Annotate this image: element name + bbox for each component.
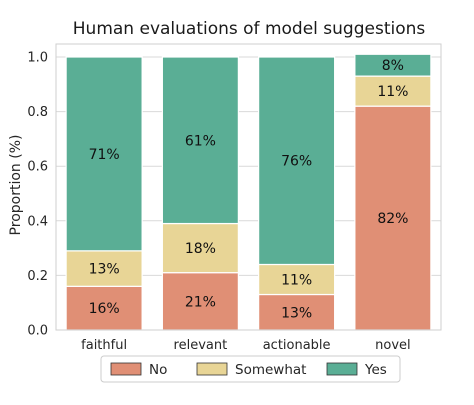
data-label: 11% xyxy=(377,84,408,100)
legend-swatch-no xyxy=(110,362,142,376)
data-label: 13% xyxy=(281,305,312,321)
legend-box xyxy=(100,355,401,383)
data-label: 76% xyxy=(281,154,312,170)
bar-somewhat-faithful xyxy=(65,250,143,287)
y-tick-label: 0.0 xyxy=(27,324,48,339)
y-axis-label: Proportion (%) xyxy=(8,135,24,236)
y-tick-label: 0.4 xyxy=(27,214,48,229)
bar-no-actionable xyxy=(258,293,336,331)
bar-somewhat-relevant xyxy=(161,222,239,274)
data-label: 11% xyxy=(281,272,312,288)
bar-yes-novel xyxy=(354,53,432,77)
bar-no-novel xyxy=(354,105,432,331)
chart-title: Human evaluations of model suggestions xyxy=(73,19,426,39)
legend-label-yes: Yes xyxy=(364,362,387,378)
y-tick-label: 0.6 xyxy=(27,160,48,175)
bar-yes-relevant xyxy=(161,56,239,225)
legend-swatch-somewhat xyxy=(196,362,228,376)
x-tick-label: actionable xyxy=(263,338,331,353)
legend: No Somewhat Yes xyxy=(100,355,401,383)
bar-somewhat-novel xyxy=(354,75,432,107)
plot-area: 0.0 0.2 0.4 0.6 0.8 1.0 16% 13% 71% faithful 21% 18… xyxy=(27,43,442,353)
legend-label-no: No xyxy=(149,362,167,378)
y-tick-label: 1.0 xyxy=(27,51,48,66)
legend-label-somewhat: Somewhat xyxy=(235,362,306,378)
bar-somewhat-actionable xyxy=(258,263,336,296)
y-tick-label: 0.2 xyxy=(27,269,48,284)
bar-yes-faithful xyxy=(65,56,143,252)
data-label: 8% xyxy=(382,58,404,74)
data-label: 82% xyxy=(377,211,408,227)
x-tick-label: relevant xyxy=(174,338,228,353)
legend-swatch-yes xyxy=(326,362,358,376)
x-tick-label: faithful xyxy=(81,338,127,353)
x-tick-label: novel xyxy=(375,338,411,353)
plot-frame xyxy=(55,43,442,331)
data-label: 13% xyxy=(89,262,120,278)
data-label: 18% xyxy=(185,241,216,257)
bar-yes-actionable xyxy=(258,56,336,266)
data-label: 61% xyxy=(185,133,216,149)
y-tick-label: 0.8 xyxy=(27,105,48,120)
data-label: 71% xyxy=(89,147,120,163)
data-label: 21% xyxy=(185,294,216,310)
data-label: 16% xyxy=(89,301,120,317)
